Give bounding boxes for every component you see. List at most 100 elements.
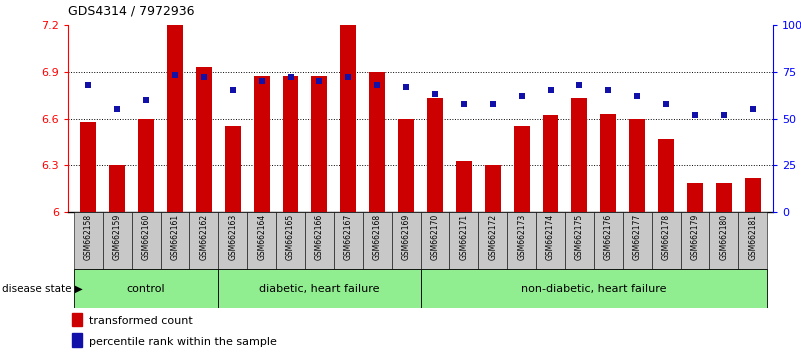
FancyBboxPatch shape xyxy=(189,212,219,269)
Text: percentile rank within the sample: percentile rank within the sample xyxy=(89,337,277,347)
Point xyxy=(602,87,614,93)
Point xyxy=(544,87,557,93)
Bar xyxy=(71,313,83,326)
FancyBboxPatch shape xyxy=(276,212,305,269)
FancyBboxPatch shape xyxy=(536,212,565,269)
FancyBboxPatch shape xyxy=(305,212,334,269)
FancyBboxPatch shape xyxy=(103,212,131,269)
Text: GSM662174: GSM662174 xyxy=(546,214,555,260)
Bar xyxy=(312,76,328,212)
Text: GDS4314 / 7972936: GDS4314 / 7972936 xyxy=(68,5,195,18)
Bar xyxy=(542,115,558,212)
Bar xyxy=(427,98,443,212)
FancyBboxPatch shape xyxy=(219,212,248,269)
Text: diabetic, heart failure: diabetic, heart failure xyxy=(260,284,380,293)
Text: GSM662178: GSM662178 xyxy=(662,214,670,260)
FancyBboxPatch shape xyxy=(681,212,710,269)
Bar xyxy=(398,119,414,212)
Point xyxy=(457,101,470,107)
Point xyxy=(284,74,297,80)
FancyBboxPatch shape xyxy=(160,212,189,269)
Text: GSM662172: GSM662172 xyxy=(489,214,497,260)
Text: GSM662177: GSM662177 xyxy=(633,214,642,260)
Text: GSM662173: GSM662173 xyxy=(517,214,526,260)
FancyBboxPatch shape xyxy=(652,212,681,269)
Text: GSM662170: GSM662170 xyxy=(430,214,440,260)
Point xyxy=(718,112,731,118)
Point xyxy=(573,82,586,88)
FancyBboxPatch shape xyxy=(710,212,739,269)
Bar xyxy=(571,98,587,212)
FancyBboxPatch shape xyxy=(622,212,652,269)
Point xyxy=(689,112,702,118)
Bar xyxy=(340,25,356,212)
FancyBboxPatch shape xyxy=(219,269,421,308)
Text: GSM662169: GSM662169 xyxy=(401,214,411,260)
FancyBboxPatch shape xyxy=(565,212,594,269)
Point xyxy=(227,87,239,93)
Point xyxy=(747,106,759,112)
Text: GSM662180: GSM662180 xyxy=(719,214,728,260)
Point xyxy=(111,106,123,112)
Bar xyxy=(71,333,83,347)
Point xyxy=(256,78,268,84)
FancyBboxPatch shape xyxy=(421,212,449,269)
Text: transformed count: transformed count xyxy=(89,316,193,326)
Bar xyxy=(601,114,616,212)
FancyBboxPatch shape xyxy=(594,212,622,269)
Text: GSM662168: GSM662168 xyxy=(372,214,382,260)
Point xyxy=(198,74,211,80)
Bar xyxy=(109,166,125,212)
FancyBboxPatch shape xyxy=(363,212,392,269)
Text: GSM662176: GSM662176 xyxy=(604,214,613,260)
FancyBboxPatch shape xyxy=(74,269,219,308)
Text: GSM662159: GSM662159 xyxy=(113,214,122,260)
Text: GSM662166: GSM662166 xyxy=(315,214,324,260)
Point xyxy=(82,82,95,88)
Point xyxy=(139,97,152,103)
FancyBboxPatch shape xyxy=(74,212,103,269)
Bar xyxy=(196,67,211,212)
FancyBboxPatch shape xyxy=(478,212,507,269)
Bar xyxy=(513,126,529,212)
Bar xyxy=(630,119,645,212)
Text: GSM662158: GSM662158 xyxy=(84,214,93,260)
Bar xyxy=(745,178,761,212)
FancyBboxPatch shape xyxy=(449,212,478,269)
FancyBboxPatch shape xyxy=(507,212,536,269)
FancyBboxPatch shape xyxy=(739,212,767,269)
FancyBboxPatch shape xyxy=(334,212,363,269)
Text: GSM662165: GSM662165 xyxy=(286,214,295,260)
Point xyxy=(400,84,413,90)
FancyBboxPatch shape xyxy=(421,269,767,308)
Point xyxy=(660,101,673,107)
Point xyxy=(429,91,441,97)
FancyBboxPatch shape xyxy=(248,212,276,269)
Text: non-diabetic, heart failure: non-diabetic, heart failure xyxy=(521,284,666,293)
Bar xyxy=(456,161,472,212)
Bar xyxy=(658,139,674,212)
Text: GSM662161: GSM662161 xyxy=(171,214,179,260)
Text: control: control xyxy=(127,284,165,293)
Text: GSM662160: GSM662160 xyxy=(142,214,151,260)
Point xyxy=(486,101,499,107)
Text: GSM662162: GSM662162 xyxy=(199,214,208,260)
Point xyxy=(342,74,355,80)
Bar xyxy=(283,76,299,212)
Text: GSM662179: GSM662179 xyxy=(690,214,699,260)
Point xyxy=(515,93,528,99)
FancyBboxPatch shape xyxy=(131,212,160,269)
Bar xyxy=(687,183,703,212)
Bar xyxy=(80,122,96,212)
Bar xyxy=(138,119,154,212)
Text: disease state ▶: disease state ▶ xyxy=(2,284,83,293)
Bar xyxy=(254,76,270,212)
Bar xyxy=(369,72,385,212)
Point xyxy=(630,93,643,99)
Text: GSM662163: GSM662163 xyxy=(228,214,237,260)
Point xyxy=(371,82,384,88)
Text: GSM662167: GSM662167 xyxy=(344,214,352,260)
Text: GSM662181: GSM662181 xyxy=(748,214,757,260)
Bar xyxy=(716,183,732,212)
Text: GSM662171: GSM662171 xyxy=(459,214,469,260)
